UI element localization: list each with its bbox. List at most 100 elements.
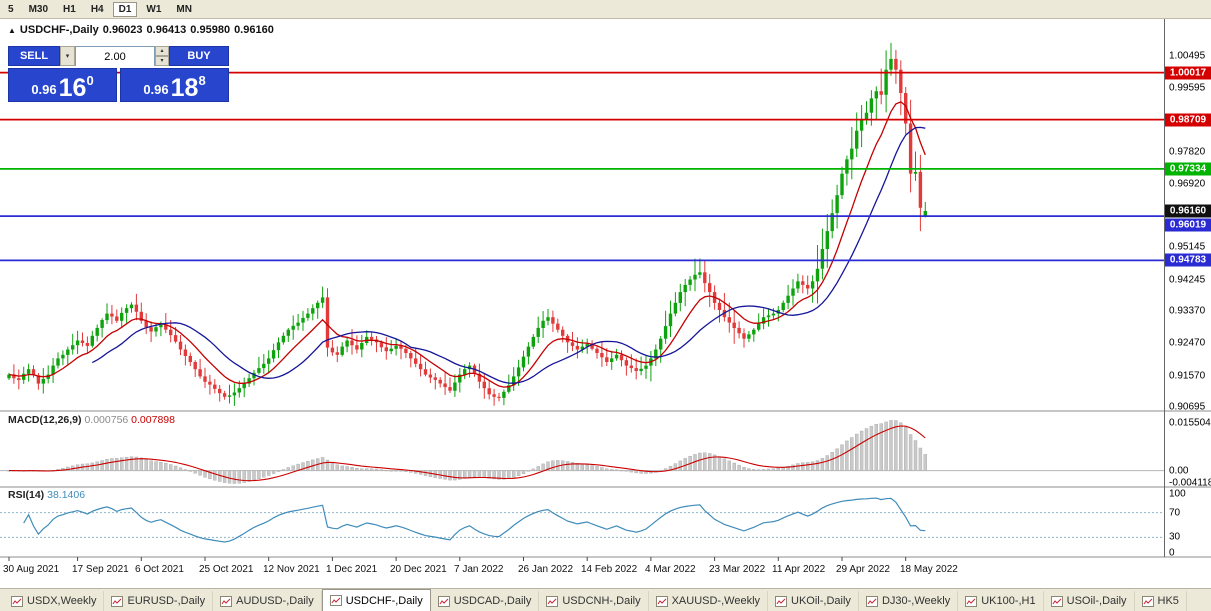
timeframe-button-h1[interactable]: H1 xyxy=(63,3,76,15)
price-axis-label: 0.94245 xyxy=(1169,274,1206,286)
buy-button[interactable]: BUY xyxy=(169,46,229,66)
chart-tab-usoil-daily[interactable]: USOil-,Daily xyxy=(1044,591,1135,611)
volume-dropdown-icon: ▾ xyxy=(65,53,70,60)
chart-tab-usdx-weekly[interactable]: USDX,Weekly xyxy=(4,591,105,611)
ohlc-open: 0.96023 xyxy=(102,24,143,36)
buy-price-sup: 8 xyxy=(198,73,206,88)
buy-price-box[interactable]: 0.96 18 8 xyxy=(120,68,229,102)
chart-tab-usdcad-daily[interactable]: USDCAD-,Daily xyxy=(431,591,540,611)
level-lines[interactable] xyxy=(0,71,1164,262)
price-level-badge: 0.96019 xyxy=(1165,218,1211,231)
rsi-line xyxy=(23,497,926,543)
date-axis-label: 26 Jan 2022 xyxy=(518,564,574,575)
chart-tab-eurusd-daily[interactable]: EURUSD-,Daily xyxy=(104,591,214,611)
price-level-badge: 1.00017 xyxy=(1165,66,1211,80)
price-axis-label: 0.92470 xyxy=(1169,337,1206,349)
chart-tab-label: DJ30-,Weekly xyxy=(881,595,951,607)
rsi-axis-label: 70 xyxy=(1169,507,1181,519)
sell-price-big: 16 xyxy=(58,73,87,102)
date-axis-label: 6 Oct 2021 xyxy=(135,564,184,575)
chart-tab-label: EURUSD-,Daily xyxy=(127,595,206,607)
volume-spin-up-button[interactable]: ▴ xyxy=(155,46,169,56)
macd-signal-value: 0.007898 xyxy=(131,414,175,426)
chart-tab-icon xyxy=(111,595,124,607)
price-axis-label: 0.95145 xyxy=(1169,241,1206,253)
date-axis-label: 17 Sep 2021 xyxy=(72,564,129,575)
sell-price-box[interactable]: 0.96 16 0 xyxy=(8,68,117,102)
date-axis-label: 25 Oct 2021 xyxy=(199,564,254,575)
chart-tab-icon xyxy=(546,595,559,607)
date-axis-label: 23 Mar 2022 xyxy=(709,564,766,575)
ohlc-close: 0.96160 xyxy=(234,24,274,36)
chart-tab-bar: USDX,Weekly EURUSD-,Daily AUDUSD-,Daily USD… xyxy=(0,588,1211,611)
chart-tab-dj30-weekly[interactable]: DJ30-,Weekly xyxy=(859,591,959,611)
chart-tab-label: USDX,Weekly xyxy=(27,595,97,607)
date-axis-label: 1 Dec 2021 xyxy=(326,564,378,575)
date-axis-label: 11 Apr 2022 xyxy=(772,564,826,575)
sell-button[interactable]: SELL xyxy=(8,46,60,66)
volume-spin-down-button[interactable]: ▾ xyxy=(155,56,169,66)
one-click-collapse-icon[interactable]: ▲ xyxy=(8,26,16,35)
volume-spinner: ▴ ▾ xyxy=(155,46,169,66)
ma-fast-line xyxy=(8,101,926,388)
price-level-badge: 0.94783 xyxy=(1165,253,1211,267)
chart-symbol-label: USDCHF-,Daily xyxy=(19,24,99,36)
macd-axis-label: 0.00 xyxy=(1169,465,1189,477)
rsi-axis-label: 30 xyxy=(1169,531,1181,543)
price-axis-label: 0.97820 xyxy=(1169,146,1206,157)
chart-tab-usdchf-daily[interactable]: USDCHF-,Daily xyxy=(321,589,431,611)
price-level-badge: 0.98709 xyxy=(1165,113,1211,127)
price-level-badge: 0.97334 xyxy=(1165,162,1211,176)
chart-tab-icon xyxy=(865,595,878,607)
volume-input[interactable] xyxy=(76,48,154,66)
chart-tab-usdcnh-daily[interactable]: USDCNH-,Daily xyxy=(539,591,649,611)
rsi-label: RSI(14) xyxy=(8,489,45,501)
rsi-indicator-title: RSI(14) 38.1406 xyxy=(8,489,85,501)
volume-dropdown-button[interactable]: ▾ xyxy=(60,46,75,66)
timeframe-button-mn[interactable]: MN xyxy=(176,3,192,15)
chart-tab-xauusd-weekly[interactable]: XAUUSD-,Weekly xyxy=(649,591,769,611)
macd-histogram xyxy=(7,420,927,484)
chart-tab-audusd-daily[interactable]: AUDUSD-,Daily xyxy=(213,591,322,611)
chart-tab-icon xyxy=(1141,595,1154,607)
date-axis-label: 4 Mar 2022 xyxy=(645,564,696,575)
macd-axis-label: 0.015504 xyxy=(1169,417,1211,429)
macd-indicator-title: MACD(12,26,9) 0.000756 0.007898 xyxy=(8,414,175,426)
chart-tab-uk100-h1[interactable]: UK100-,H1 xyxy=(958,591,1044,611)
chart-tab-icon xyxy=(655,595,668,607)
timeframe-button-w1[interactable]: W1 xyxy=(146,3,162,15)
timeframe-button-5[interactable]: 5 xyxy=(8,3,14,15)
rsi-axis-label: 100 xyxy=(1169,488,1186,500)
date-axis-label: 29 Apr 2022 xyxy=(836,564,890,575)
chart-tab-icon xyxy=(965,595,978,607)
one-click-trading-panel: SELL ▾ ▴ ▾ BUY 0.96 16 0 0.96 18 8 xyxy=(8,46,229,102)
chart-tab-icon xyxy=(775,595,788,607)
current-price-badge: 0.96160 xyxy=(1165,204,1211,218)
date-axis-label: 14 Feb 2022 xyxy=(581,564,638,575)
timeframe-button-d1[interactable]: D1 xyxy=(112,1,138,17)
timeframe-button-m30[interactable]: M30 xyxy=(28,3,49,15)
ohlc-low: 0.95980 xyxy=(190,24,231,36)
chart-tab-hk5[interactable]: HK5 xyxy=(1135,591,1187,611)
date-axis-label: 20 Dec 2021 xyxy=(390,564,447,575)
chart-tab-label: UKOil-,Daily xyxy=(791,595,851,607)
rsi-value: 38.1406 xyxy=(47,489,86,501)
macd-label: MACD(12,26,9) xyxy=(8,414,82,426)
chart-tab-label: USDCHF-,Daily xyxy=(345,594,423,607)
chart-tab-label: AUDUSD-,Daily xyxy=(236,595,314,607)
sell-price-sup: 0 xyxy=(86,73,94,88)
chart-tab-icon xyxy=(1050,595,1063,607)
price-axis-label: 0.96920 xyxy=(1169,178,1206,190)
price-axis-label: 0.99595 xyxy=(1169,82,1206,94)
chart-tab-label: HK5 xyxy=(1157,595,1179,607)
chart-tab-ukoil-daily[interactable]: UKOil-,Daily xyxy=(768,591,859,611)
chart-tab-label: USDCNH-,Daily xyxy=(562,595,641,607)
date-axis-label: 18 May 2022 xyxy=(900,564,958,575)
ma-slow-line xyxy=(91,126,926,384)
chart-tab-icon xyxy=(11,595,23,607)
chart-tab-icon xyxy=(437,595,450,607)
timeframe-button-h4[interactable]: H4 xyxy=(90,3,104,15)
sell-price-prefix: 0.96 xyxy=(31,82,57,97)
rsi-levels xyxy=(0,512,1164,538)
